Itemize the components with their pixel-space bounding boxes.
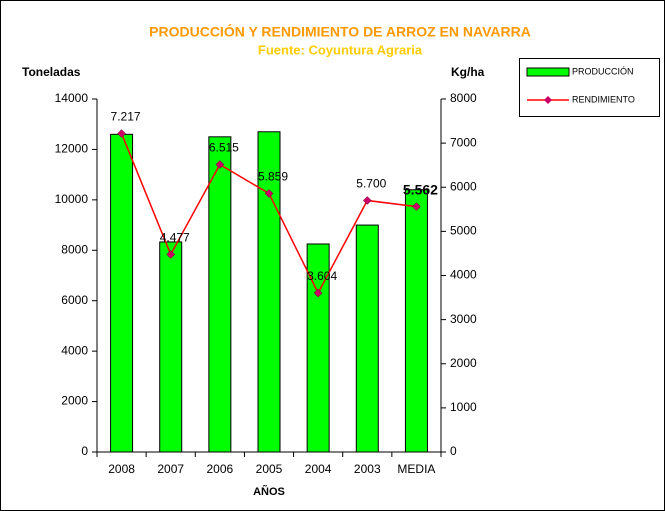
y-tick-label: 2000: [61, 394, 88, 408]
marker: [362, 196, 372, 205]
y-tick-label: 14000: [55, 91, 89, 105]
y2-tick-label: 0: [450, 444, 457, 458]
marker: [166, 250, 176, 259]
marker: [412, 202, 421, 211]
y2-tick-label: 6000: [450, 179, 477, 193]
x-tick-label: 2003: [354, 462, 381, 476]
y2-tick-label: 7000: [450, 135, 477, 149]
bar: [159, 241, 183, 453]
x-tick-label: 2005: [256, 462, 283, 476]
legend-swatch: [526, 67, 570, 77]
data-label: 5.859: [258, 170, 288, 184]
bar: [404, 189, 428, 453]
data-label: 3.604: [307, 269, 337, 283]
data-label: 6.515: [209, 141, 239, 155]
x-tick-label: 2004: [305, 462, 332, 476]
marker: [264, 189, 274, 198]
y-tick-label: 0: [81, 444, 88, 458]
y-tick-label: 10000: [55, 192, 89, 206]
x-tick-label: 2006: [207, 462, 234, 476]
x-axis-title: AÑOS: [253, 485, 285, 498]
y-tick-label: 8000: [61, 242, 88, 256]
chart-title: PRODUCCIÓN Y RENDIMIENTO DE ARROZ EN NAV…: [149, 23, 531, 40]
legend-label: RENDIMIENTO: [572, 94, 635, 104]
x-tick-label: MEDIA: [397, 462, 435, 476]
bar: [208, 136, 232, 453]
y2-tick-label: 4000: [450, 268, 477, 282]
y2-tick-label: 1000: [450, 400, 477, 414]
y2-tick-label: 3000: [450, 312, 477, 326]
marker: [117, 129, 126, 138]
bar: [110, 133, 134, 453]
y2-axis-title: Kg/ha: [451, 65, 485, 79]
y2-tick-label: 5000: [450, 224, 477, 238]
chart-subtitle: Fuente: Coyuntura Agraria: [258, 42, 423, 57]
y2-tick-label: 2000: [450, 356, 477, 370]
bar: [355, 224, 379, 453]
y-axis-title: Toneladas: [22, 65, 81, 79]
data-label: 4.477: [160, 231, 190, 245]
marker: [215, 160, 225, 169]
y2-tick-label: 8000: [450, 91, 477, 105]
data-label: 7.217: [111, 110, 141, 124]
data-label: 5.562: [403, 181, 438, 197]
y-tick-label: 4000: [61, 343, 88, 357]
data-label: 5.700: [356, 177, 386, 191]
x-tick-label: 2007: [157, 462, 184, 476]
marker: [313, 288, 323, 298]
y-tick-label: 6000: [61, 293, 88, 307]
y-tick-label: 12000: [55, 142, 89, 156]
x-tick-label: 2008: [108, 462, 135, 476]
legend-marker: [544, 96, 552, 104]
legend-label: PRODUCCIÓN: [572, 66, 634, 76]
